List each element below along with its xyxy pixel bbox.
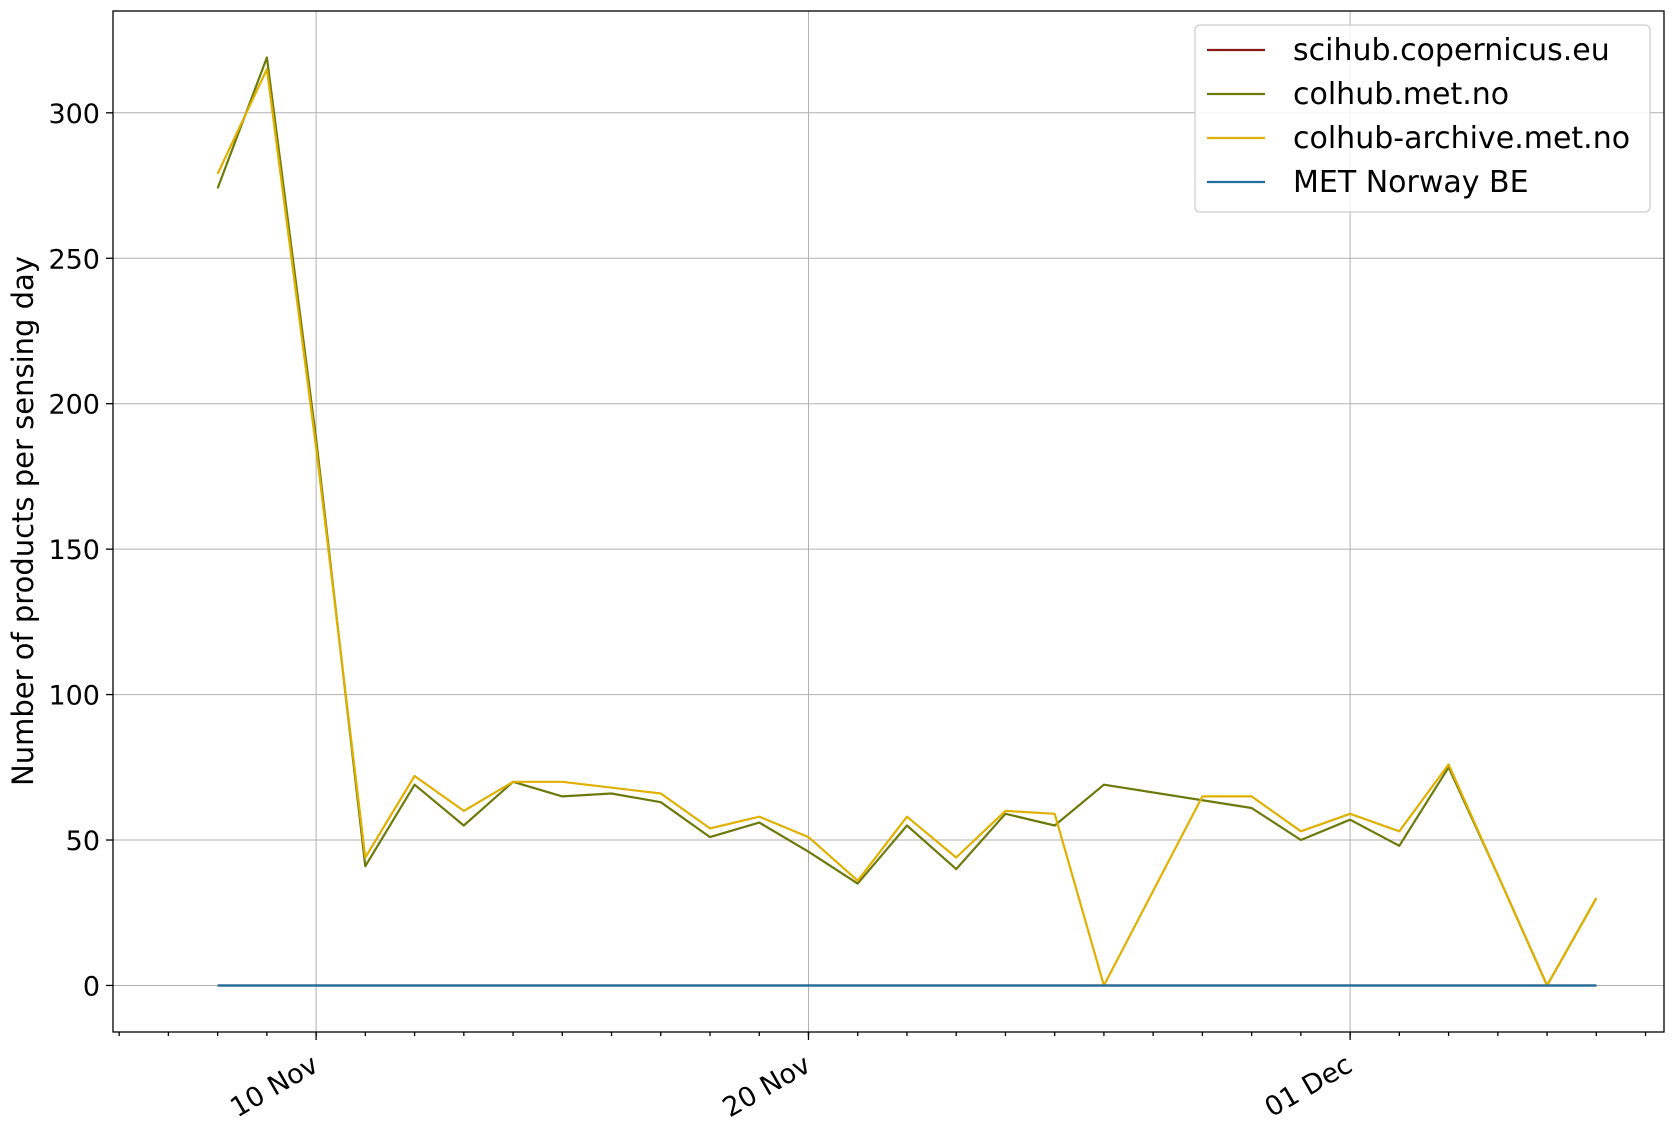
x-tick-label: 01 Dec [1260,1049,1358,1123]
axis-ticks: 0 50 100 150 200 250 300 10 Nov 20 Nov 01 Dec [48,99,1647,1124]
legend: scihub.copernicus.eu colhub.met.no colhub-… [1194,24,1651,213]
grid-lines [113,11,1664,1032]
y-tick-label: 100 [48,681,100,712]
x-tick-label: 10 Nov [225,1049,323,1124]
y-tick-label: 150 [48,535,100,566]
legend-label-colhub-met-no: colhub.met.no [1293,77,1509,112]
x-tick-label: 20 Nov [718,1049,816,1124]
series-lines [216,56,1598,987]
y-tick-label: 200 [48,390,100,421]
legend-label-met-norway-be: MET Norway BE [1293,165,1529,200]
y-axis-label: Number of products per sensing day [6,256,40,786]
y-tick-label: 250 [48,244,100,275]
plot-frame [112,10,1665,1033]
y-tick-label: 0 [83,971,100,1002]
y-tick-label: 300 [48,99,100,130]
series-line-colhub-archive-met-no [216,68,1598,987]
legend-label-scihub-copernicus-eu: scihub.copernicus.eu [1293,33,1610,68]
legend-label-colhub-archive-met-no: colhub-archive.met.no [1293,121,1630,156]
legend-box [1194,24,1651,213]
series-line-colhub-met-no [216,56,1598,987]
y-tick-label: 50 [66,826,100,857]
